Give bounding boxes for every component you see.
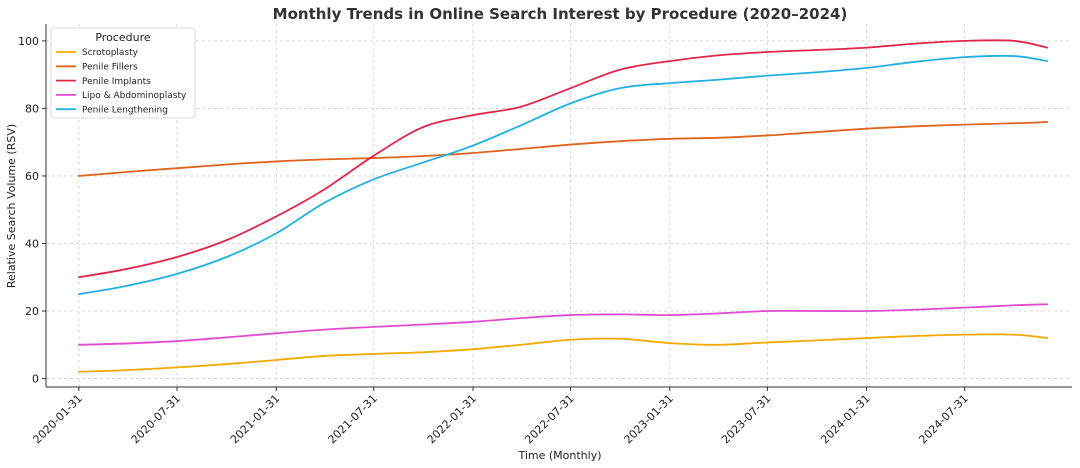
series-lines	[77, 39, 1049, 373]
y-tick-label: 40	[25, 237, 39, 250]
legend-box	[50, 27, 196, 119]
x-tick-label: 2024-07-31	[916, 392, 970, 446]
series-line-scrotoplasty	[77, 333, 1049, 373]
x-tick-label: 2021-07-31	[326, 392, 380, 446]
grid-layer	[46, 24, 1072, 387]
x-ticks: 2020-01-31 2020-07-31 2021-01-31 2021-07-31…	[31, 387, 971, 446]
series-line-lipo-abdominoplasty	[77, 303, 1049, 346]
y-tick-label: 0	[32, 373, 39, 386]
legend-label-scrotoplasty: Scrotoplasty	[82, 48, 139, 58]
legend-items: Scrotoplasty Penile Fillers Penile Implant…	[56, 48, 187, 115]
series-line-penile-fillers	[77, 121, 1049, 177]
legend-label-penile-implants: Penile Implants	[82, 77, 151, 87]
x-tick-label: 2022-07-31	[522, 392, 576, 446]
x-tick-label: 2021-01-31	[228, 392, 282, 446]
y-axis-label: Relative Search Volume (RSV)	[5, 124, 18, 288]
series-line-penile-lengthening	[77, 54, 1049, 296]
y-tick-label: 80	[25, 102, 39, 115]
y-tick-label: 60	[25, 170, 39, 183]
legend-label-penile-fillers: Penile Fillers	[82, 63, 138, 73]
x-tick-label: 2023-07-31	[719, 392, 773, 446]
x-tick-label: 2024-01-31	[818, 392, 872, 446]
legend: Procedure Scrotoplasty Penile Fillers Peni…	[50, 27, 196, 119]
x-tick-label: 2023-01-31	[622, 392, 676, 446]
legend-title: Procedure	[95, 31, 151, 44]
series-line-penile-implants	[77, 39, 1049, 279]
y-ticks: 0 20 40 60 80 100	[18, 35, 46, 386]
chart-title: Monthly Trends in Online Search Interest…	[273, 5, 848, 23]
x-tick-label: 2022-01-31	[425, 392, 479, 446]
legend-label-penile-lengthening: Penile Lengthening	[82, 105, 168, 115]
axes	[45, 24, 1072, 388]
x-tick-label: 2020-07-31	[129, 392, 183, 446]
x-tick-label: 2020-01-31	[31, 392, 85, 446]
x-axis-label: Time (Monthly)	[517, 449, 601, 462]
y-tick-label: 20	[25, 305, 39, 318]
legend-label-lipo-abdominoplasty: Lipo & Abdominoplasty	[82, 91, 187, 101]
y-tick-label: 100	[18, 35, 39, 48]
